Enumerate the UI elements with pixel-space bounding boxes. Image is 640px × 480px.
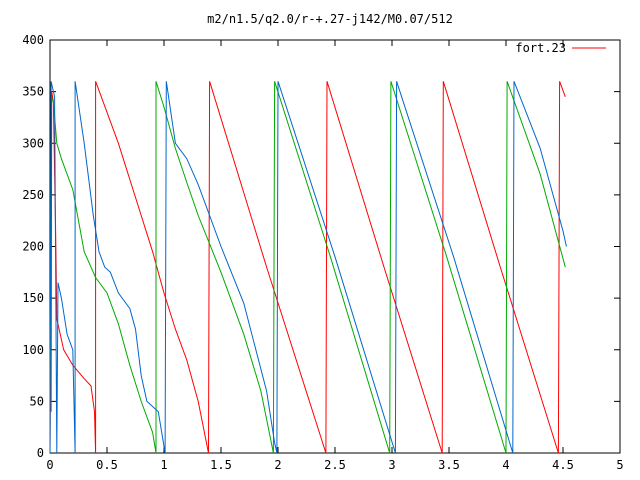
chart-title: m2/n1.5/q2.0/r-+.27-j142/M0.07/512 — [207, 12, 453, 26]
y-tick-label: 50 — [30, 394, 44, 408]
x-tick-label: 0.5 — [96, 458, 118, 472]
x-tick-label: 2.5 — [324, 458, 346, 472]
x-tick-label: 3.5 — [438, 458, 460, 472]
y-tick-label: 0 — [37, 446, 44, 460]
series-line-3 — [49, 81, 567, 454]
x-tick-label: 1.5 — [210, 458, 232, 472]
x-tick-label: 2 — [274, 458, 281, 472]
series-line-1 — [49, 81, 566, 454]
y-tick-label: 150 — [22, 291, 44, 305]
x-tick-label: 0 — [46, 458, 53, 472]
x-tick-label: 4.5 — [552, 458, 574, 472]
axis-ticks: 0 0.5 1 1.5 2 2.5 3 3.5 4 4.5 50501001502002503003… — [22, 33, 623, 472]
x-tick-label: 3 — [388, 458, 395, 472]
x-tick-label: 4 — [502, 458, 509, 472]
y-tick-label: 200 — [22, 240, 44, 254]
y-tick-label: 250 — [22, 188, 44, 202]
y-tick-label: 100 — [22, 343, 44, 357]
plot-frame — [49, 39, 621, 454]
y-tick-label: 400 — [22, 33, 44, 47]
legend: fort.23 — [515, 41, 606, 55]
legend-entry-label: fort.23 — [515, 41, 566, 55]
x-tick-label: 5 — [616, 458, 623, 472]
y-tick-label: 350 — [22, 85, 44, 99]
y-tick-label: 300 — [22, 136, 44, 150]
series-layer — [49, 81, 567, 454]
x-tick-label: 1 — [160, 458, 167, 472]
